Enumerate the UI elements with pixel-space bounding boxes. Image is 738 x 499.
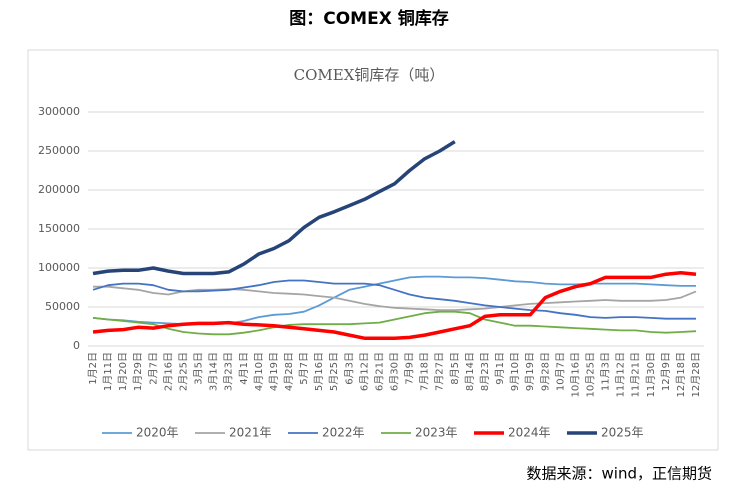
source-note: 数据来源：wind，正信期货 [527,465,712,483]
series-line [92,310,697,336]
x-tick-label: 12月18日 [675,352,687,397]
x-tick-label: 1月20日 [117,352,129,391]
x-tick-label: 6月21日 [373,352,385,391]
x-tick-label: 4月10日 [253,352,265,391]
x-tick-label: 1月11日 [102,352,114,391]
x-tick-label: 9月19日 [524,352,536,391]
x-tick-label: 7月18日 [419,352,431,391]
x-tick-label: 3月23日 [223,352,235,391]
x-tick-label: 6月30日 [389,352,401,391]
x-tick-label: 11月3日 [600,352,612,391]
series-line [92,140,456,276]
y-tick-label: 0 [73,339,80,352]
x-tick-label: 3月5日 [193,352,205,385]
y-tick-label: 300000 [38,105,80,118]
x-tick-label: 8月5日 [449,352,461,385]
x-tick-label: 3月14日 [208,352,220,391]
x-tick-label: 6月12日 [358,352,370,391]
legend-label: 2020年 [136,426,179,440]
x-tick-label: 4月1日 [238,352,250,385]
legend-label: 2025年 [601,426,644,440]
x-tick-label: 8月23日 [479,352,491,391]
x-tick-label: 9月28日 [539,352,551,391]
legend-label: 2021年 [229,426,272,440]
series-line [92,279,696,320]
legend-label: 2024年 [508,426,551,440]
x-tick-label: 9月10日 [509,352,521,391]
x-tick-label: 10月7日 [554,352,566,391]
chart-frame [27,49,719,451]
x-tick-label: 9月1日 [494,352,506,385]
series-line [93,285,697,311]
x-tick-label: 12月9日 [660,352,672,391]
x-tick-label: 10月25日 [584,352,596,397]
x-tick-label: 8月14日 [464,352,476,391]
x-tick-label: 1月29日 [132,352,144,391]
x-tick-label: 2月7日 [147,352,159,385]
x-tick-label: 5月16日 [313,352,325,391]
legend-label: 2022年 [322,426,365,440]
page-heading: 图：COMEX 铜库存 [289,8,448,29]
y-tick-label: 50000 [45,300,80,313]
series-line [92,270,697,340]
x-tick-label: 7月27日 [434,352,446,391]
x-tick-label: 7月9日 [404,352,416,385]
x-tick-label: 6月3日 [343,352,355,385]
x-tick-label: 2月16日 [162,352,174,391]
x-tick-label: 12月28日 [690,352,702,397]
x-tick-label: 11月21日 [630,352,642,397]
chart-title: COMEX铜库存（吨） [294,66,445,84]
y-tick-label: 200000 [38,183,80,196]
x-tick-label: 5月7日 [298,352,310,385]
x-tick-label: 1月2日 [87,352,99,385]
y-tick-label: 250000 [38,144,80,157]
legend-label: 2023年 [415,426,458,440]
x-tick-label: 5月25日 [328,352,340,391]
x-tick-label: 11月12日 [615,352,627,397]
x-tick-label: 11月30日 [645,352,657,397]
x-tick-label: 10月16日 [569,352,581,397]
x-tick-label: 4月28日 [283,352,295,391]
y-tick-label: 150000 [38,222,80,235]
x-tick-label: 2月25日 [177,352,189,391]
x-tick-label: 4月19日 [268,352,280,391]
y-tick-label: 100000 [38,261,80,274]
